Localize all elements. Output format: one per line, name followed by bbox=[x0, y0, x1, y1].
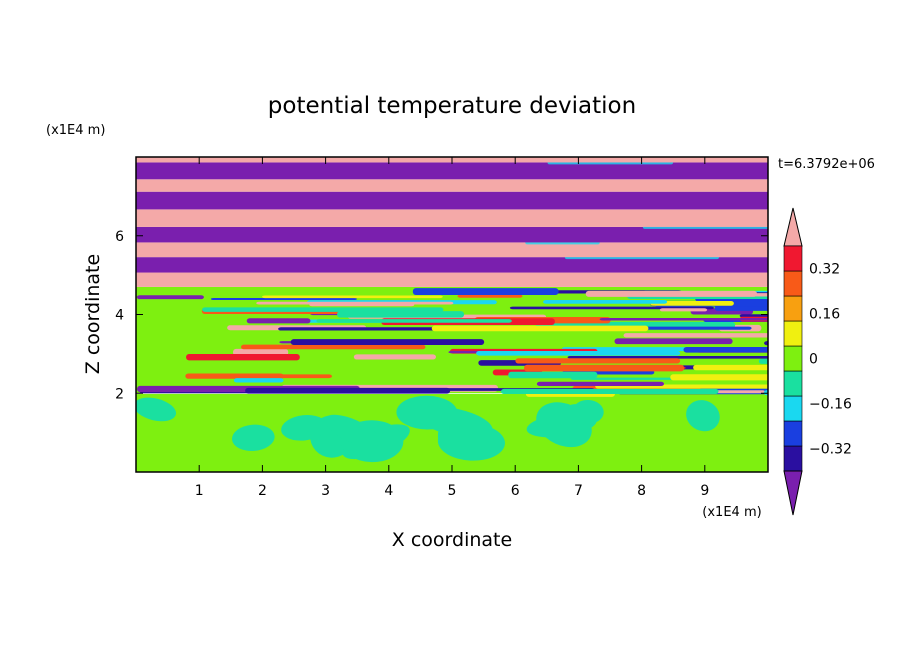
chart-title: potential temperature deviation bbox=[268, 93, 636, 119]
contour-band bbox=[136, 272, 768, 287]
contour-streak bbox=[764, 341, 768, 346]
contour-streak bbox=[650, 300, 734, 306]
contour-streak bbox=[337, 311, 465, 318]
x-tick-label: 3 bbox=[321, 483, 330, 499]
colorbar-label: 0.32 bbox=[809, 262, 840, 278]
contour-streak bbox=[599, 317, 768, 321]
contour-streak bbox=[233, 378, 284, 383]
colorbar: 0.32 0.16 0 −0.16 −0.32 bbox=[783, 207, 852, 516]
x-axis-label: X coordinate bbox=[392, 529, 512, 551]
contour-streak bbox=[683, 346, 768, 353]
x-tick-label: 8 bbox=[637, 483, 646, 499]
colorbar-bin bbox=[783, 395, 803, 422]
contour-band bbox=[136, 191, 768, 210]
contour-streak bbox=[739, 314, 768, 318]
contour-streak bbox=[623, 333, 768, 338]
colorbar-bin bbox=[783, 270, 803, 297]
contour-streak bbox=[245, 387, 451, 394]
colorbar-above-triangle bbox=[783, 207, 803, 247]
contour-streak bbox=[508, 371, 598, 379]
contour-streak bbox=[524, 364, 684, 372]
contour-blob bbox=[281, 415, 328, 441]
colorbar-label: −0.16 bbox=[809, 397, 852, 413]
contour-streak bbox=[246, 318, 311, 324]
contour-streak bbox=[278, 327, 445, 331]
contour-streak bbox=[136, 295, 204, 300]
x-tick-label: 1 bbox=[195, 483, 204, 499]
contour-streak bbox=[210, 297, 357, 300]
contour-streak bbox=[543, 300, 668, 304]
contour-streak bbox=[457, 294, 523, 298]
colorbar-bin bbox=[783, 245, 803, 272]
x-tick-label: 5 bbox=[448, 483, 457, 499]
colorbar-bin bbox=[783, 370, 803, 397]
contour-edge bbox=[578, 147, 660, 151]
colorbar-bin bbox=[783, 345, 803, 372]
contour-streak bbox=[614, 338, 733, 345]
contour-streak bbox=[670, 374, 768, 381]
y-unit-label: (x1E4 m) bbox=[46, 123, 105, 138]
contour-streak bbox=[476, 350, 681, 356]
contour-field bbox=[136, 147, 768, 472]
x-unit-label: (x1E4 m) bbox=[702, 505, 761, 520]
colorbar-label: 0.16 bbox=[809, 307, 840, 323]
contour-band bbox=[136, 162, 768, 180]
x-tick-label: 4 bbox=[384, 483, 393, 499]
x-tick-label: 7 bbox=[574, 483, 583, 499]
contour-streak bbox=[536, 381, 665, 387]
contour-streak bbox=[267, 374, 333, 379]
x-tick-label: 2 bbox=[258, 483, 267, 499]
contour-band bbox=[136, 179, 768, 192]
y-axis-label: Z coordinate bbox=[82, 254, 104, 374]
contour-band bbox=[136, 257, 768, 273]
contour-blob bbox=[572, 399, 604, 424]
contour-streak bbox=[316, 319, 512, 323]
contour-blob bbox=[686, 400, 720, 432]
colorbar-bin bbox=[783, 445, 803, 472]
contour-streak bbox=[262, 295, 443, 299]
contour-blob bbox=[324, 414, 381, 447]
contour-band bbox=[136, 226, 768, 243]
contour-streak bbox=[758, 358, 768, 364]
contour-streak bbox=[185, 373, 284, 379]
contour-blob bbox=[231, 424, 275, 451]
contour-streak bbox=[240, 344, 426, 350]
y-tick-label: 4 bbox=[115, 308, 124, 324]
contour-streak bbox=[431, 325, 649, 332]
contour-streak bbox=[202, 307, 444, 312]
contour-streak bbox=[585, 290, 758, 297]
contour-streak bbox=[763, 390, 768, 396]
contour-blob bbox=[417, 406, 493, 438]
contour-streak bbox=[353, 354, 436, 360]
y-tick-label: 6 bbox=[115, 229, 124, 245]
contour-streak bbox=[501, 388, 719, 394]
colorbar-bin bbox=[783, 420, 803, 447]
colorbar-bin bbox=[783, 320, 803, 347]
contour-streak bbox=[693, 364, 768, 371]
contour-streak bbox=[309, 303, 415, 307]
x-tick-label: 9 bbox=[700, 483, 709, 499]
contour-streak bbox=[714, 305, 768, 311]
time-label: t=6.3792e+06 bbox=[778, 157, 875, 172]
colorbar-bin bbox=[783, 295, 803, 322]
contour-streak bbox=[412, 288, 559, 295]
colorbar-below-triangle bbox=[783, 470, 803, 516]
contour-streak bbox=[186, 353, 300, 361]
contour-band bbox=[136, 242, 768, 258]
contour-blob bbox=[136, 397, 177, 422]
contour-streak bbox=[515, 358, 681, 364]
y-tick-label: 2 bbox=[115, 386, 124, 402]
colorbar-label: −0.32 bbox=[809, 442, 852, 458]
contour-streak bbox=[659, 308, 708, 312]
contour-streak bbox=[290, 339, 485, 346]
contour-streak bbox=[567, 356, 768, 359]
colorbar-label: 0 bbox=[809, 352, 818, 368]
x-tick-label: 6 bbox=[511, 483, 520, 499]
contour-band bbox=[136, 209, 768, 227]
